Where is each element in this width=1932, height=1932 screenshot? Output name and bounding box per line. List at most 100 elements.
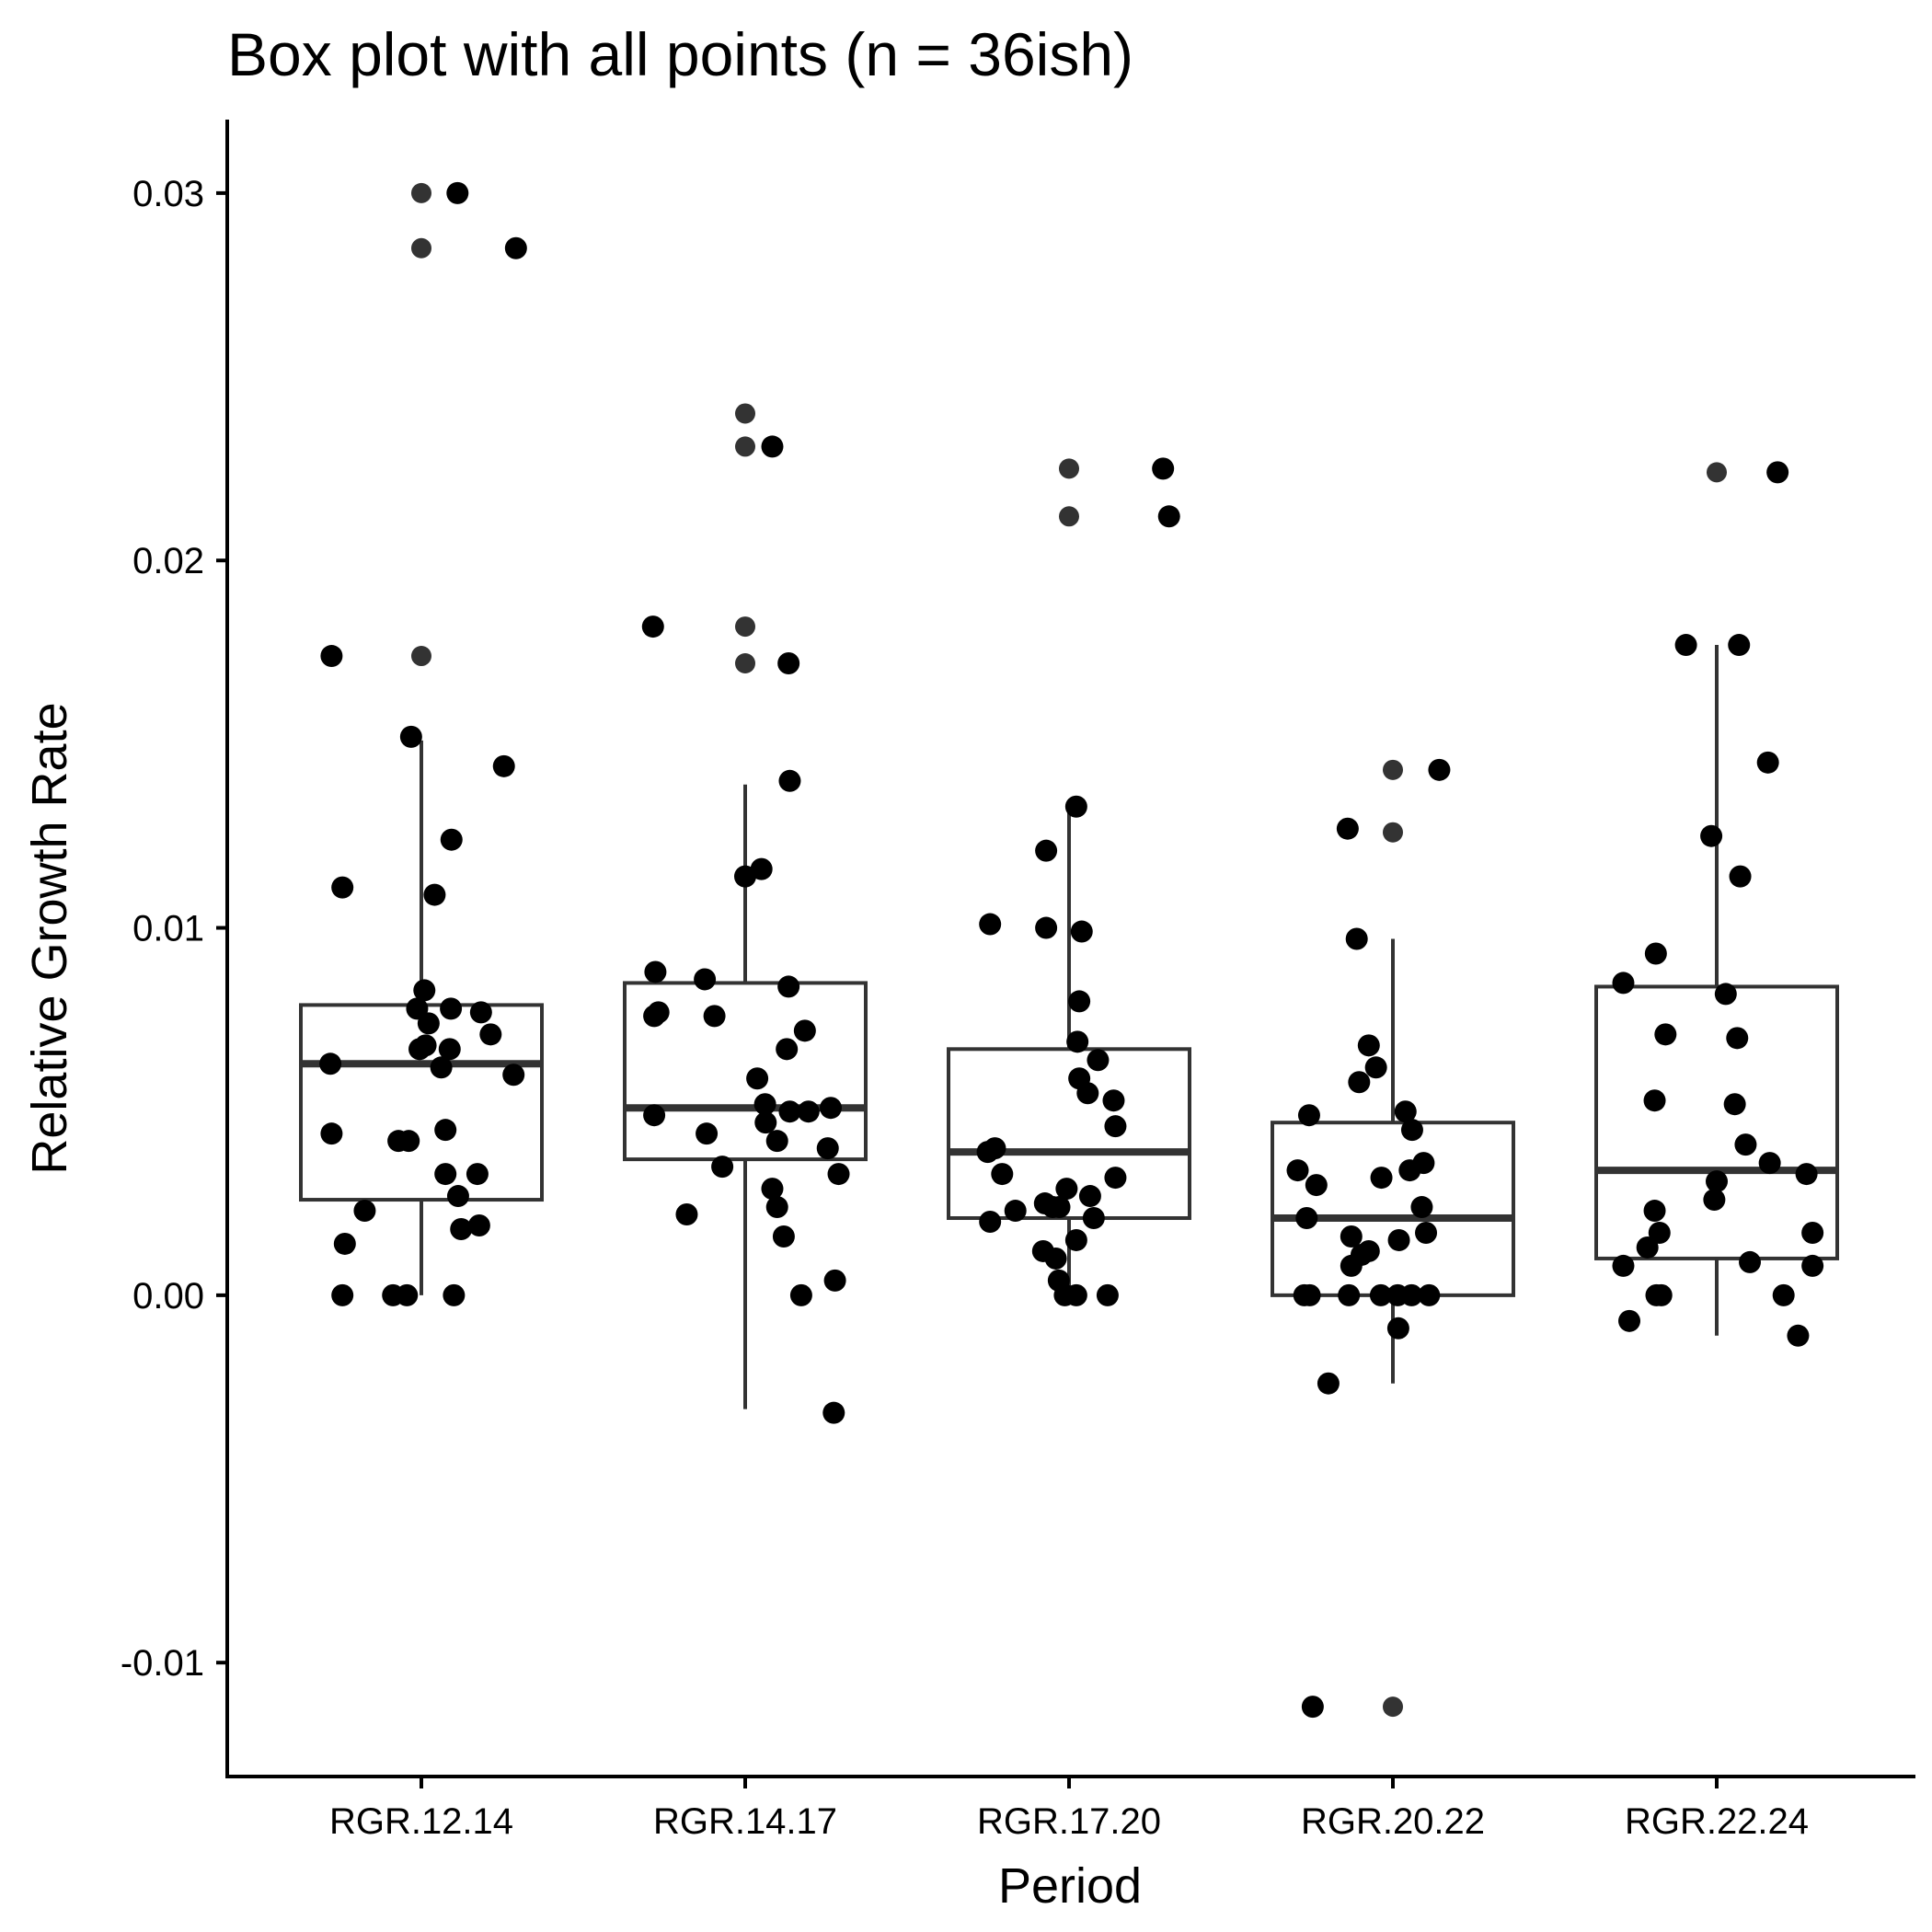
- data-point: [1643, 1089, 1666, 1112]
- outlier-point: [411, 182, 431, 203]
- data-point: [1734, 1133, 1757, 1156]
- y-axis-ticks: -0.01 0.00 0.01 0.02 0.03: [121, 174, 227, 1684]
- data-point: [319, 1052, 342, 1075]
- data-point: [396, 1283, 419, 1306]
- data-point: [1357, 1034, 1380, 1057]
- data-point: [1076, 1082, 1099, 1105]
- x-axis-title: Period: [998, 1858, 1142, 1914]
- data-point: [789, 1283, 812, 1306]
- data-point: [823, 1269, 846, 1292]
- data-point: [1415, 1221, 1438, 1244]
- data-point: [1714, 983, 1737, 1006]
- data-point: [1726, 1027, 1749, 1050]
- data-point: [820, 1097, 843, 1120]
- data-point: [1706, 1170, 1728, 1193]
- data-point: [469, 1001, 492, 1024]
- points-RGR.14.17: [641, 435, 850, 1424]
- data-point: [1301, 1696, 1324, 1719]
- data-point: [1801, 1254, 1824, 1277]
- data-point: [440, 828, 463, 851]
- data-point: [331, 876, 354, 899]
- outlier-point: [735, 653, 755, 674]
- x-tick-label: RGR.14.17: [653, 1801, 837, 1842]
- data-point: [647, 1001, 670, 1024]
- data-point: [440, 997, 463, 1020]
- data-point: [413, 979, 436, 1002]
- points-RGR.22.24: [1612, 461, 1824, 1347]
- data-point: [504, 236, 527, 259]
- data-point: [1152, 457, 1175, 480]
- data-point: [331, 1283, 354, 1306]
- data-point: [1070, 920, 1093, 943]
- y-axis-title: Relative Growth Rate: [22, 702, 77, 1174]
- y-tick-label: 0.02: [132, 541, 204, 581]
- data-point: [1064, 795, 1087, 818]
- data-point: [1648, 1221, 1671, 1244]
- data-point: [430, 1056, 453, 1079]
- data-point: [778, 1100, 801, 1123]
- data-point: [1104, 1115, 1127, 1138]
- data-point: [1654, 1023, 1677, 1046]
- box-RGR.17.20: [947, 458, 1191, 1295]
- data-point: [1345, 927, 1368, 950]
- data-point: [399, 725, 422, 748]
- data-point: [991, 1163, 1014, 1186]
- data-point: [827, 1163, 850, 1186]
- data-point: [502, 1064, 525, 1087]
- data-point: [1723, 1093, 1746, 1116]
- data-point: [434, 1119, 457, 1142]
- data-point: [1394, 1100, 1417, 1123]
- data-point: [753, 1093, 776, 1116]
- data-point: [1700, 824, 1723, 847]
- data-point: [822, 1401, 845, 1424]
- data-point: [761, 435, 784, 458]
- data-point: [1636, 1236, 1659, 1259]
- data-point: [1340, 1254, 1363, 1277]
- data-point: [1728, 634, 1751, 657]
- outlier-point: [735, 403, 755, 424]
- data-point: [1305, 1174, 1328, 1197]
- data-point: [1357, 1239, 1380, 1262]
- data-point: [754, 1111, 777, 1134]
- data-point: [1096, 1283, 1119, 1306]
- data-point: [1643, 1200, 1666, 1223]
- data-point: [761, 1178, 784, 1201]
- data-point: [1418, 1283, 1441, 1306]
- data-point: [333, 1232, 356, 1255]
- data-point: [1428, 758, 1451, 781]
- data-point: [1787, 1324, 1810, 1347]
- data-point: [1340, 1225, 1363, 1248]
- data-point: [1055, 1178, 1078, 1201]
- data-point: [1387, 1228, 1410, 1251]
- data-point: [1317, 1372, 1340, 1395]
- data-point: [1293, 1283, 1316, 1306]
- data-point: [1756, 751, 1779, 774]
- outlier-point: [735, 436, 755, 457]
- points-RGR.20.22: [1286, 758, 1451, 1719]
- box-body: [299, 1003, 544, 1202]
- y-tick-label: 0.03: [132, 174, 204, 214]
- data-point: [696, 1122, 719, 1145]
- data-point: [353, 1200, 376, 1223]
- data-point: [1618, 1309, 1641, 1332]
- data-point: [1772, 1283, 1795, 1306]
- data-point: [1082, 1207, 1105, 1230]
- y-tick-label: -0.01: [121, 1643, 204, 1684]
- data-point: [1739, 1250, 1762, 1273]
- data-point: [1703, 1189, 1726, 1212]
- data-point: [450, 1217, 473, 1240]
- x-tick-label: RGR.17.20: [977, 1801, 1161, 1842]
- data-point: [1398, 1159, 1421, 1182]
- data-point: [1364, 1056, 1387, 1079]
- data-point: [778, 769, 801, 792]
- outlier-point: [1383, 822, 1403, 843]
- data-point: [438, 1038, 461, 1061]
- data-point: [1064, 1228, 1087, 1251]
- outlier-point: [1707, 462, 1727, 483]
- data-point: [1157, 505, 1180, 528]
- data-point: [979, 913, 1002, 936]
- data-point: [443, 1283, 466, 1306]
- data-point: [1336, 817, 1359, 840]
- data-point: [1674, 634, 1697, 657]
- data-point: [1068, 990, 1091, 1013]
